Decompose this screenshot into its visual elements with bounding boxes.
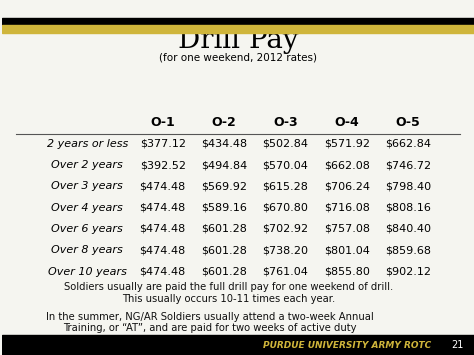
Text: $502.84: $502.84 — [262, 139, 308, 149]
Text: $571.92: $571.92 — [324, 139, 370, 149]
Text: O-3: O-3 — [273, 116, 298, 129]
Text: $746.72: $746.72 — [385, 160, 431, 170]
Bar — [2, 335, 474, 355]
Text: $738.20: $738.20 — [262, 245, 308, 255]
Text: Over 2 years: Over 2 years — [51, 160, 123, 170]
Text: O-4: O-4 — [334, 116, 359, 129]
Text: $801.04: $801.04 — [324, 245, 370, 255]
Text: $377.12: $377.12 — [140, 139, 186, 149]
Text: 2 years or less: 2 years or less — [46, 139, 128, 149]
Text: $757.08: $757.08 — [324, 224, 370, 234]
Text: $798.40: $798.40 — [385, 181, 431, 191]
Bar — [2, 18, 474, 25]
Text: $474.48: $474.48 — [139, 203, 186, 213]
Text: $662.08: $662.08 — [324, 160, 370, 170]
Text: Over 8 years: Over 8 years — [51, 245, 123, 255]
Text: $702.92: $702.92 — [262, 224, 309, 234]
Text: In the summer, NG/AR Soldiers usually attend a two-week Annual
Training, or “AT”: In the summer, NG/AR Soldiers usually at… — [46, 312, 374, 333]
Text: O-1: O-1 — [150, 116, 175, 129]
Text: O-2: O-2 — [211, 116, 237, 129]
Text: $434.48: $434.48 — [201, 139, 247, 149]
Text: PURDUE UNIVERSITY ARMY ROTC: PURDUE UNIVERSITY ARMY ROTC — [263, 341, 431, 350]
Text: 21: 21 — [451, 340, 464, 350]
Text: $589.16: $589.16 — [201, 203, 247, 213]
Text: $474.48: $474.48 — [139, 245, 186, 255]
Text: $474.48: $474.48 — [139, 267, 186, 277]
Text: O-5: O-5 — [396, 116, 420, 129]
Text: $808.16: $808.16 — [385, 203, 431, 213]
Text: $716.08: $716.08 — [324, 203, 370, 213]
Text: $706.24: $706.24 — [324, 181, 370, 191]
Text: $902.12: $902.12 — [385, 267, 431, 277]
Text: $494.84: $494.84 — [201, 160, 247, 170]
Bar — [2, 25, 474, 33]
Text: $855.80: $855.80 — [324, 267, 370, 277]
Text: $761.04: $761.04 — [262, 267, 308, 277]
Text: $859.68: $859.68 — [385, 245, 431, 255]
Text: $570.04: $570.04 — [262, 160, 308, 170]
Text: $615.28: $615.28 — [262, 181, 308, 191]
Text: $662.84: $662.84 — [385, 139, 431, 149]
Text: $601.28: $601.28 — [201, 245, 247, 255]
Text: (for one weekend, 2012 rates): (for one weekend, 2012 rates) — [159, 53, 317, 62]
Text: $392.52: $392.52 — [140, 160, 186, 170]
Text: $840.40: $840.40 — [385, 224, 431, 234]
Text: $474.48: $474.48 — [139, 181, 186, 191]
Text: $601.28: $601.28 — [201, 224, 247, 234]
Text: $601.28: $601.28 — [201, 267, 247, 277]
Text: $569.92: $569.92 — [201, 181, 247, 191]
Text: Over 6 years: Over 6 years — [51, 224, 123, 234]
Text: Over 4 years: Over 4 years — [51, 203, 123, 213]
Text: $474.48: $474.48 — [139, 224, 186, 234]
Text: $670.80: $670.80 — [262, 203, 308, 213]
Text: Over 3 years: Over 3 years — [51, 181, 123, 191]
Text: Over 10 years: Over 10 years — [48, 267, 127, 277]
Text: Soldiers usually are paid the full drill pay for one weekend of drill.
This usua: Soldiers usually are paid the full drill… — [64, 282, 393, 304]
Text: Drill Pay: Drill Pay — [178, 27, 298, 54]
